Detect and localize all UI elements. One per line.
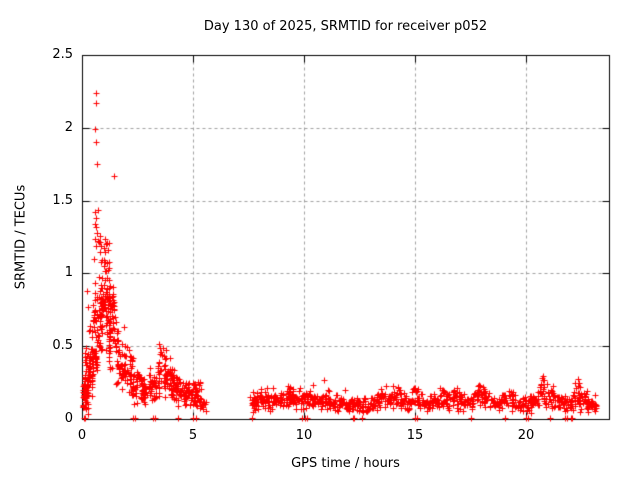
- y-tick-label: 1: [64, 265, 73, 280]
- x-tick-label: 5: [188, 428, 198, 443]
- x-tick-label: 0: [77, 428, 87, 443]
- y-tick-label: 1.5: [52, 193, 73, 208]
- y-tick-label: 2.5: [52, 47, 73, 62]
- y-tick-label: 0.5: [52, 338, 73, 353]
- x-tick-label: 10: [295, 428, 313, 443]
- x-tick-label: 15: [406, 428, 424, 443]
- chart-title: Day 130 of 2025, SRMTID for receiver p05…: [203, 19, 488, 34]
- x-axis-label: GPS time / hours: [291, 456, 400, 471]
- y-tick-label: 2: [64, 120, 73, 135]
- x-tick-label: 20: [517, 428, 535, 443]
- y-tick-label: 0: [64, 411, 73, 426]
